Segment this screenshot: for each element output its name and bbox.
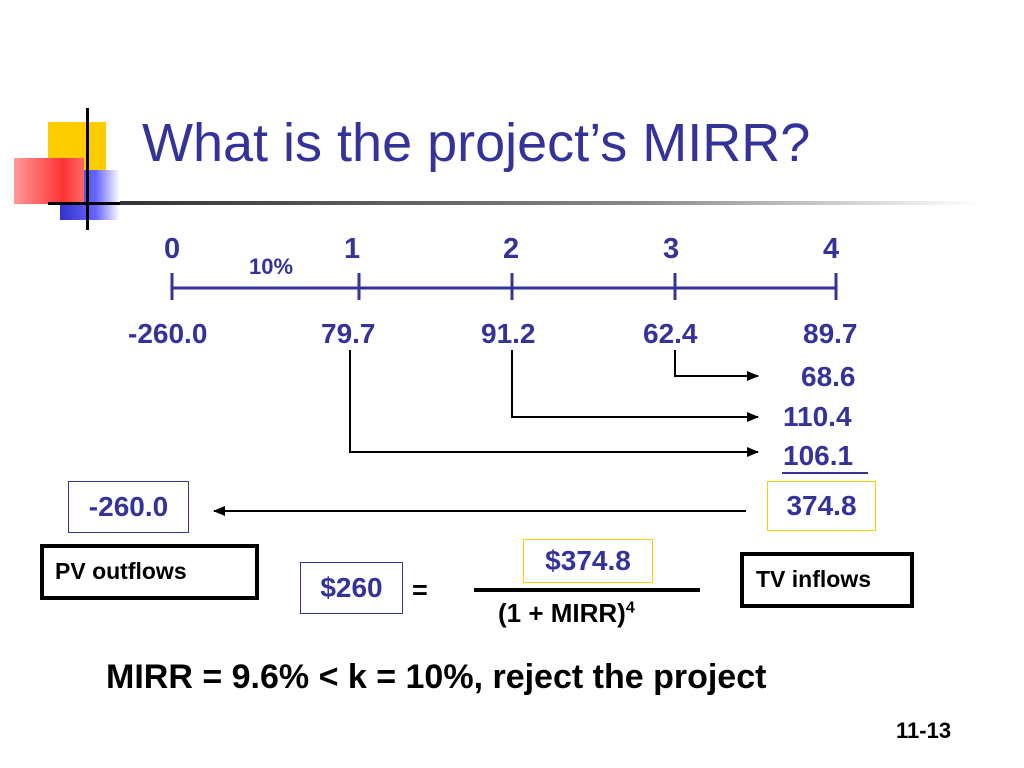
pv-outflows-value: -260.0 (88, 491, 169, 522)
equation-equals: = (412, 575, 428, 605)
arrow-cf3-to-68-6 (674, 350, 759, 381)
cash-flow-4: 89.7 (803, 318, 858, 349)
compounded-value-68-6: 68.6 (801, 361, 856, 392)
page-number: 11-13 (896, 718, 952, 743)
period-label-2: 2 (503, 233, 520, 265)
equation-numerator-box: $374.8 (523, 539, 653, 583)
tv-inflows-label: TV inflows (756, 566, 871, 592)
cash-flow-0: -260.0 (128, 318, 208, 349)
period-label-3: 3 (663, 233, 680, 265)
rate-label: 10% (249, 254, 294, 279)
arrow-cf2-to-110-4 (511, 350, 759, 422)
pv-outflows-label: PV outflows (55, 558, 187, 584)
deco-horizontal-line (48, 202, 138, 205)
terminal-value: 374.8 (786, 490, 857, 521)
arrow-cf1-to-106-1 (349, 350, 759, 457)
pv-outflows-label-box: PV outflows (40, 544, 259, 600)
period-label-1: 1 (344, 233, 361, 265)
compounded-value-110-4: 110.4 (783, 401, 852, 432)
compounded-value-106-1: 106.1 (783, 440, 854, 471)
slide-title: What is the project’s MIRR? (142, 113, 811, 173)
period-label-4: 4 (823, 233, 840, 265)
cash-flow-1: 79.7 (321, 318, 376, 349)
equation-lhs: $260 (320, 572, 383, 603)
equation-numerator: $374.8 (545, 545, 631, 576)
pv-outflows-value-box: -260.0 (68, 481, 189, 533)
period-label-0: 0 (164, 233, 181, 265)
conclusion-text: MIRR = 9.6% < k = 10%, reject the projec… (106, 658, 767, 696)
cash-flow-2: 91.2 (481, 318, 536, 349)
tv-inflows-label-box: TV inflows (740, 552, 914, 608)
terminal-value-box: 374.8 (767, 481, 876, 531)
title-underline (120, 201, 980, 205)
equation-denominator: (1 + MIRR) (498, 598, 626, 628)
equation-lhs-box: $260 (300, 562, 403, 614)
decorative-corner-graphic (0, 100, 160, 240)
deco-red-square (14, 158, 84, 204)
equation-exponent: 4 (625, 599, 635, 617)
cash-flow-3: 62.4 (643, 318, 698, 349)
equation-denominator-group: (1 + MIRR)4 (498, 598, 635, 629)
deco-vertical-line (86, 108, 89, 230)
